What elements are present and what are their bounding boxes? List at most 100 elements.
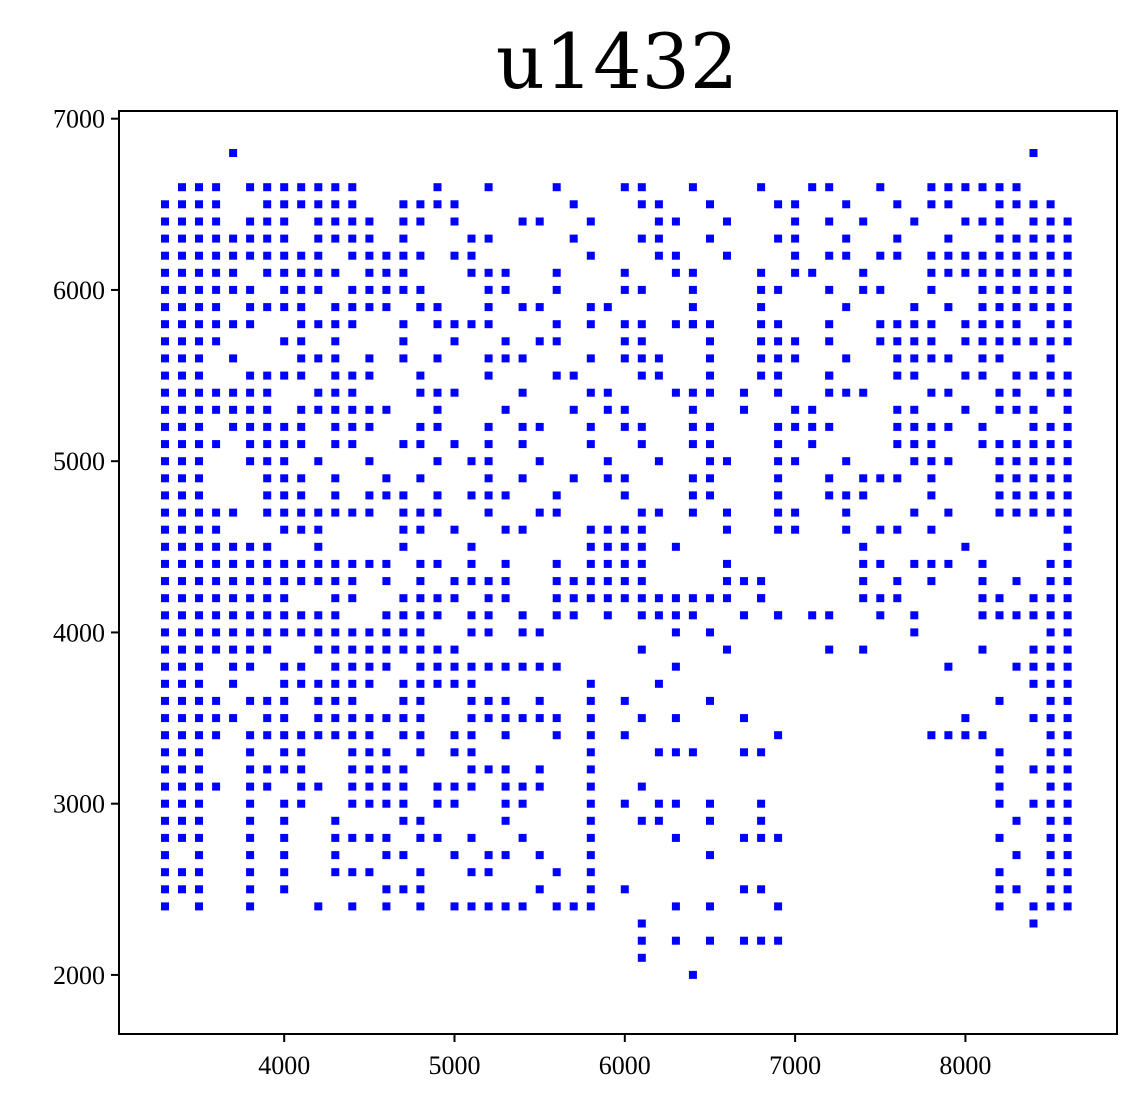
data-point bbox=[195, 491, 203, 500]
data-point bbox=[1046, 559, 1055, 568]
data-point bbox=[978, 594, 987, 603]
data-point bbox=[740, 936, 748, 945]
data-point bbox=[331, 422, 340, 431]
data-point bbox=[450, 662, 459, 671]
data-point bbox=[212, 285, 221, 294]
data-point bbox=[484, 714, 493, 723]
data-point bbox=[416, 371, 425, 380]
data-point bbox=[399, 337, 408, 346]
data-point bbox=[178, 285, 186, 294]
data-point bbox=[246, 234, 255, 243]
data-point bbox=[927, 559, 936, 568]
data-point bbox=[297, 320, 306, 329]
data-point bbox=[603, 457, 612, 466]
data-point bbox=[382, 833, 391, 842]
data-point bbox=[178, 577, 186, 586]
data-point bbox=[620, 731, 629, 740]
data-point bbox=[229, 714, 238, 723]
data-point bbox=[671, 251, 680, 260]
data-point bbox=[859, 217, 868, 226]
data-point bbox=[348, 782, 357, 791]
data-point bbox=[603, 525, 612, 534]
data-point bbox=[774, 474, 783, 483]
data-point bbox=[433, 833, 442, 842]
data-point bbox=[1046, 320, 1055, 329]
data-point bbox=[825, 388, 834, 397]
x-axis: 4000 5000 6000 7000 8000 bbox=[258, 1034, 991, 1080]
data-point bbox=[246, 731, 255, 740]
data-point bbox=[331, 645, 340, 654]
data-point bbox=[501, 662, 510, 671]
data-point bbox=[280, 628, 289, 637]
data-point bbox=[671, 662, 680, 671]
data-point bbox=[212, 559, 221, 568]
data-point bbox=[637, 371, 646, 380]
data-point bbox=[1063, 679, 1072, 688]
data-point bbox=[1029, 594, 1038, 603]
data-point bbox=[297, 799, 306, 808]
data-point bbox=[467, 457, 476, 466]
data-point bbox=[706, 851, 714, 860]
data-point bbox=[348, 799, 357, 808]
data-point bbox=[365, 371, 374, 380]
data-point bbox=[603, 594, 612, 603]
data-point bbox=[161, 388, 169, 397]
data-point bbox=[416, 868, 425, 877]
data-point bbox=[535, 662, 544, 671]
data-point bbox=[535, 508, 544, 517]
data-point bbox=[706, 902, 714, 911]
data-point bbox=[195, 337, 203, 346]
data-point bbox=[348, 183, 357, 192]
data-point bbox=[1012, 457, 1021, 466]
data-point bbox=[280, 268, 289, 277]
data-point bbox=[842, 234, 851, 243]
data-point bbox=[382, 782, 391, 791]
data-point bbox=[910, 440, 919, 449]
data-point bbox=[552, 337, 561, 346]
data-point bbox=[518, 902, 527, 911]
data-point bbox=[161, 234, 169, 243]
plot-frame bbox=[118, 110, 1118, 1035]
data-point bbox=[246, 765, 255, 774]
data-point bbox=[433, 611, 442, 620]
data-point bbox=[161, 662, 169, 671]
data-point bbox=[518, 525, 527, 534]
data-point bbox=[195, 268, 203, 277]
data-point bbox=[774, 422, 783, 431]
data-point bbox=[859, 474, 868, 483]
data-point bbox=[178, 200, 186, 209]
data-point bbox=[246, 748, 255, 757]
data-point bbox=[399, 799, 408, 808]
data-point bbox=[1012, 508, 1021, 517]
data-point bbox=[399, 765, 408, 774]
data-point bbox=[331, 217, 340, 226]
data-point bbox=[246, 320, 255, 329]
data-point bbox=[195, 765, 203, 774]
data-point bbox=[212, 388, 221, 397]
data-point bbox=[1046, 611, 1055, 620]
data-point bbox=[1046, 508, 1055, 517]
data-point bbox=[297, 422, 306, 431]
data-point bbox=[263, 542, 272, 551]
data-point bbox=[365, 765, 374, 774]
data-point bbox=[1046, 577, 1055, 586]
data-point bbox=[280, 440, 289, 449]
data-point bbox=[978, 303, 987, 312]
data-point bbox=[161, 902, 169, 911]
data-point bbox=[1012, 474, 1021, 483]
data-point bbox=[467, 868, 476, 877]
data-point bbox=[603, 542, 612, 551]
data-point bbox=[331, 474, 340, 483]
data-point bbox=[688, 303, 697, 312]
data-point bbox=[637, 559, 646, 568]
data-point bbox=[893, 371, 902, 380]
data-point bbox=[910, 371, 919, 380]
data-point bbox=[1046, 354, 1055, 363]
data-point bbox=[331, 696, 340, 705]
data-point bbox=[263, 303, 272, 312]
data-point bbox=[876, 183, 885, 192]
data-point bbox=[859, 645, 868, 654]
data-point bbox=[229, 559, 238, 568]
data-point bbox=[161, 833, 169, 842]
data-point bbox=[331, 731, 340, 740]
